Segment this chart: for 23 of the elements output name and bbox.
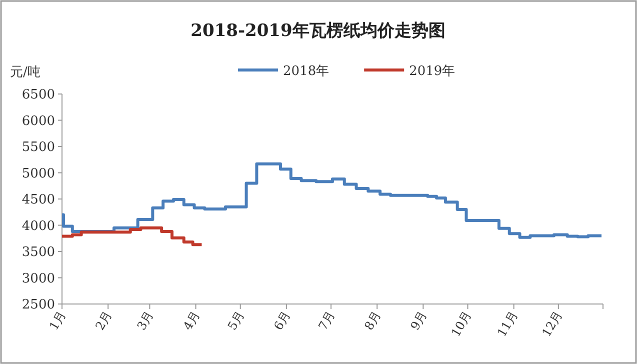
x-tick-label: 6月	[271, 308, 294, 333]
y-tick-label: 4000	[22, 218, 55, 234]
legend-label: 2018年	[283, 64, 330, 79]
chart-title: 2018-2019年瓦楞纸均价走势图	[190, 21, 446, 41]
x-tick-label: 10月	[448, 308, 474, 340]
y-tick-label: 5500	[22, 140, 55, 155]
y-tick-label: 6500	[22, 88, 55, 102]
y-tick-label: 3500	[22, 245, 55, 260]
x-tick-label: 4月	[180, 308, 202, 333]
x-tick-label: 2月	[92, 308, 115, 333]
x-tick-label: 12月	[539, 308, 566, 340]
y-tick-label: 5000	[22, 166, 55, 182]
y-tick-label: 6000	[22, 114, 55, 129]
x-tick-label: 9月	[408, 308, 430, 333]
x-tick-label: 5月	[225, 308, 247, 333]
legend-label: 2019年	[409, 64, 456, 79]
x-tick-label: 3月	[134, 308, 156, 333]
x-tick-label: 8月	[362, 308, 384, 333]
y-tick-label: 3000	[22, 271, 55, 286]
x-tick-label: 11月	[494, 308, 520, 340]
y-tick-label: 4500	[22, 192, 55, 208]
x-tick-label: 7月	[316, 308, 338, 333]
y-axis-title: 元/吨	[10, 65, 40, 80]
